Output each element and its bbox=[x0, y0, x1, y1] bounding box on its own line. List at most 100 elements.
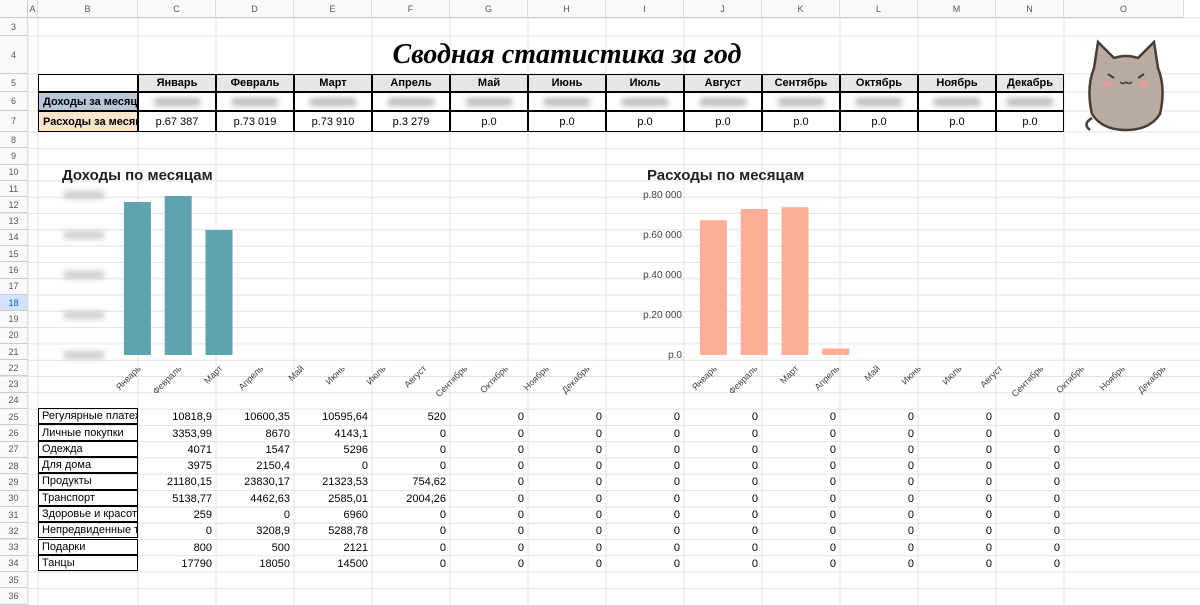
column-header: G bbox=[450, 0, 528, 18]
category-value: 2121 bbox=[343, 541, 368, 554]
category-value: 0 bbox=[985, 492, 992, 505]
bar bbox=[822, 348, 850, 355]
month-header: Октябрь bbox=[840, 74, 918, 92]
category-value: 0 bbox=[673, 557, 680, 570]
category-value: 0 bbox=[673, 411, 680, 424]
x-tick-label: Декабрь bbox=[560, 363, 592, 395]
category-value: 10818,9 bbox=[172, 411, 212, 424]
month-header: Июль bbox=[606, 74, 684, 92]
month-header: Август bbox=[684, 74, 762, 92]
column-header: B bbox=[38, 0, 138, 18]
x-tick-label: Ноябрь bbox=[1098, 363, 1127, 392]
corner bbox=[0, 0, 28, 18]
category-value: 259 bbox=[193, 509, 212, 522]
category-value: 0 bbox=[829, 492, 836, 505]
column-header: D bbox=[216, 0, 294, 18]
expense-cell: р.73 910 bbox=[294, 111, 372, 132]
x-tick-label: Март bbox=[202, 363, 224, 385]
blank-cell bbox=[38, 74, 138, 92]
row-header: 23 bbox=[0, 376, 28, 393]
column-header: K bbox=[762, 0, 840, 18]
column-header: E bbox=[294, 0, 372, 18]
category-value: 0 bbox=[595, 411, 602, 424]
row-header: 22 bbox=[0, 360, 28, 377]
category-value: 5138,77 bbox=[172, 492, 212, 505]
row-header: 19 bbox=[0, 311, 28, 328]
income-cell bbox=[216, 92, 294, 111]
blurred-value bbox=[856, 97, 902, 106]
row-header: 31 bbox=[0, 506, 28, 524]
category-value: 3353,99 bbox=[172, 427, 212, 440]
expense-cell: р.67 387 bbox=[138, 111, 216, 132]
expense-label: Расходы за месяц bbox=[38, 111, 138, 132]
row-header: 34 bbox=[0, 555, 28, 573]
category-value: 0 bbox=[1053, 525, 1060, 538]
category-value: 0 bbox=[595, 476, 602, 489]
bar bbox=[699, 220, 727, 355]
category-value: 0 bbox=[985, 557, 992, 570]
category-value: 0 bbox=[751, 476, 758, 489]
category-value: 0 bbox=[907, 427, 914, 440]
row-header: 5 bbox=[0, 74, 28, 92]
category-value: 2150,4 bbox=[256, 460, 290, 473]
category-value: 10600,35 bbox=[244, 411, 290, 424]
column-header: L bbox=[840, 0, 918, 18]
category-value: 0 bbox=[829, 411, 836, 424]
x-tick-label: Июль bbox=[940, 363, 964, 387]
row-header: 33 bbox=[0, 539, 28, 556]
category-value: 0 bbox=[1053, 460, 1060, 473]
expense-cell: р.0 bbox=[450, 111, 528, 132]
x-tick-label: Июль bbox=[364, 363, 388, 387]
category-value: 0 bbox=[673, 443, 680, 456]
category-value: 0 bbox=[517, 492, 524, 505]
row-header: 24 bbox=[0, 392, 28, 410]
y-tick-label: р.20 000 bbox=[643, 310, 682, 321]
blurred-value bbox=[1007, 97, 1053, 106]
income-cell bbox=[996, 92, 1064, 111]
category-label: Для дома bbox=[38, 457, 138, 474]
blurred-tick bbox=[64, 231, 104, 239]
blurred-value bbox=[778, 97, 824, 106]
category-value: 0 bbox=[283, 509, 290, 522]
category-value: 17790 bbox=[181, 557, 212, 570]
category-value: 0 bbox=[751, 443, 758, 456]
category-label: Непредвиденные тр bbox=[38, 522, 138, 539]
category-value: 0 bbox=[751, 541, 758, 554]
income-cell bbox=[528, 92, 606, 111]
expense-cell: р.73 019 bbox=[216, 111, 294, 132]
row-header: 18 bbox=[0, 295, 28, 312]
category-value: 0 bbox=[1053, 476, 1060, 489]
blurred-value bbox=[700, 97, 746, 106]
category-value: 0 bbox=[907, 541, 914, 554]
category-value: 0 bbox=[907, 509, 914, 522]
x-tick-label: Май bbox=[862, 363, 882, 383]
blurred-value bbox=[310, 97, 356, 106]
category-value: 0 bbox=[439, 557, 446, 570]
expense-cell: р.0 bbox=[684, 111, 762, 132]
category-value: 800 bbox=[193, 541, 212, 554]
expense-cell: р.0 bbox=[762, 111, 840, 132]
category-value: 0 bbox=[829, 460, 836, 473]
column-header: A bbox=[28, 0, 38, 18]
category-value: 18050 bbox=[259, 557, 290, 570]
category-value: 0 bbox=[1053, 557, 1060, 570]
category-value: 0 bbox=[907, 443, 914, 456]
x-tick-label: Апрель bbox=[237, 363, 266, 392]
category-value: 3208,9 bbox=[256, 525, 290, 538]
income-cell bbox=[684, 92, 762, 111]
row-header: 14 bbox=[0, 229, 28, 247]
category-value: 0 bbox=[1053, 427, 1060, 440]
income-cell bbox=[606, 92, 684, 111]
month-header: Декабрь bbox=[996, 74, 1064, 92]
category-value: 0 bbox=[595, 427, 602, 440]
category-value: 520 bbox=[427, 411, 446, 424]
row-header: 36 bbox=[0, 588, 28, 605]
category-value: 2004,26 bbox=[406, 492, 446, 505]
category-value: 0 bbox=[1053, 492, 1060, 505]
x-tick-label: Март bbox=[778, 363, 800, 385]
blurred-value bbox=[934, 97, 980, 106]
category-label: Транспорт bbox=[38, 489, 138, 506]
category-value: 0 bbox=[985, 525, 992, 538]
category-value: 0 bbox=[439, 525, 446, 538]
category-value: 0 bbox=[907, 411, 914, 424]
